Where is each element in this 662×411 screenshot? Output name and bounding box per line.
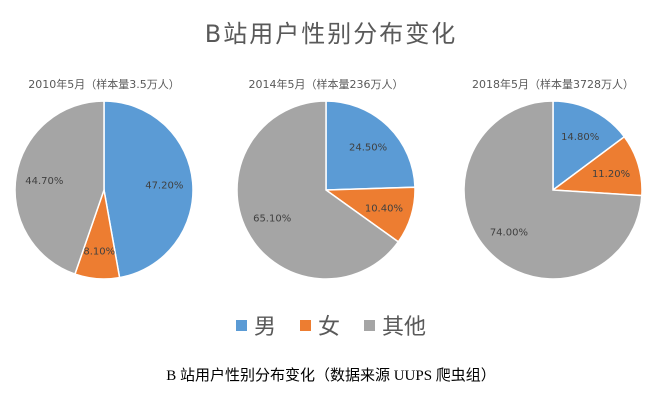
legend-label: 其他 bbox=[382, 315, 426, 340]
pie-slice-其他 bbox=[463, 100, 643, 280]
data-label: 10.40% bbox=[365, 204, 403, 215]
data-label: 74.00% bbox=[490, 227, 528, 238]
legend-swatch bbox=[364, 320, 375, 331]
pie-subtitle: 2010年5月（样本量3.5万人） bbox=[28, 77, 180, 91]
pie-slice-男 bbox=[103, 100, 194, 279]
data-label: 11.20% bbox=[592, 169, 630, 180]
data-label: 47.20% bbox=[145, 181, 183, 192]
legend-swatch bbox=[300, 320, 311, 331]
chart-title: B站用户性别分布变化 bbox=[204, 20, 458, 48]
data-label: 8.10% bbox=[83, 246, 115, 257]
data-label: 24.50% bbox=[349, 143, 387, 154]
pie-slice-男 bbox=[552, 100, 626, 192]
legend-label: 男 bbox=[254, 315, 276, 340]
data-label: 65.10% bbox=[253, 214, 291, 225]
pie-slice-男 bbox=[325, 100, 416, 191]
pie-subtitle: 2018年5月（样本量3728万人） bbox=[472, 77, 634, 91]
data-label: 44.70% bbox=[25, 176, 63, 187]
pie-slice-其他 bbox=[236, 100, 400, 280]
pie-subtitle: 2014年5月（样本量236万人） bbox=[249, 77, 404, 91]
legend-swatch bbox=[236, 320, 247, 331]
figure-caption: B 站用户性别分布变化（数据来源 UUPS 爬虫组） bbox=[166, 368, 496, 384]
data-label: 14.80% bbox=[561, 132, 599, 143]
legend-label: 女 bbox=[318, 315, 340, 340]
pie-slice-其他 bbox=[14, 100, 105, 276]
